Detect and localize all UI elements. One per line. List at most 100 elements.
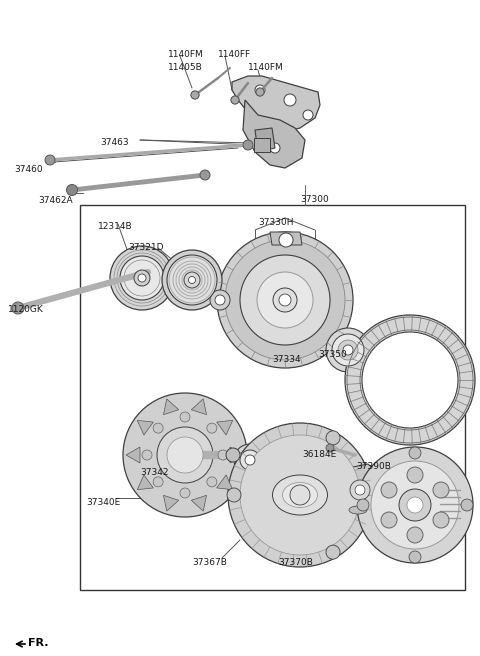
- Circle shape: [227, 488, 241, 502]
- Circle shape: [226, 448, 240, 462]
- Ellipse shape: [349, 506, 367, 514]
- Circle shape: [138, 274, 146, 282]
- Text: 37334: 37334: [272, 355, 300, 364]
- Circle shape: [345, 315, 475, 445]
- Circle shape: [157, 427, 213, 483]
- Text: 37463: 37463: [100, 138, 129, 147]
- Circle shape: [210, 290, 230, 310]
- Text: FR.: FR.: [28, 638, 48, 648]
- Circle shape: [399, 489, 431, 521]
- Ellipse shape: [283, 483, 317, 508]
- Polygon shape: [243, 100, 305, 168]
- Circle shape: [207, 477, 217, 487]
- Polygon shape: [270, 232, 302, 245]
- Circle shape: [381, 512, 397, 528]
- Polygon shape: [164, 495, 179, 511]
- Circle shape: [167, 437, 203, 473]
- Circle shape: [433, 482, 449, 498]
- Ellipse shape: [273, 475, 327, 515]
- Circle shape: [142, 450, 152, 460]
- Circle shape: [225, 240, 345, 360]
- Circle shape: [461, 499, 473, 511]
- Text: 11405B: 11405B: [168, 63, 203, 72]
- Circle shape: [189, 276, 195, 283]
- Circle shape: [371, 461, 459, 549]
- Circle shape: [332, 334, 364, 366]
- Circle shape: [270, 143, 280, 153]
- Circle shape: [45, 155, 55, 165]
- Bar: [80, 205, 465, 590]
- Text: 37342: 37342: [140, 468, 168, 477]
- Text: 37330H: 37330H: [258, 218, 293, 227]
- Circle shape: [240, 450, 260, 470]
- Circle shape: [357, 499, 369, 511]
- Circle shape: [279, 294, 291, 306]
- Circle shape: [134, 270, 150, 286]
- Circle shape: [407, 527, 423, 543]
- Polygon shape: [230, 447, 244, 463]
- Text: 1140FM: 1140FM: [168, 50, 204, 59]
- Text: 37462A: 37462A: [38, 196, 72, 205]
- Circle shape: [200, 170, 210, 180]
- Circle shape: [326, 444, 334, 452]
- Circle shape: [279, 233, 293, 247]
- Polygon shape: [164, 399, 179, 415]
- Circle shape: [245, 455, 255, 465]
- Text: 1140FF: 1140FF: [218, 50, 251, 59]
- Circle shape: [409, 551, 421, 563]
- Circle shape: [350, 480, 370, 500]
- Circle shape: [110, 246, 174, 310]
- Text: 37370B: 37370B: [278, 558, 313, 567]
- Text: 1120GK: 1120GK: [8, 305, 44, 314]
- Polygon shape: [192, 495, 206, 511]
- Circle shape: [256, 88, 264, 96]
- Bar: [254, 138, 270, 152]
- Text: 36184E: 36184E: [302, 450, 336, 459]
- Circle shape: [231, 96, 239, 104]
- Circle shape: [167, 255, 217, 305]
- Polygon shape: [216, 420, 233, 435]
- Circle shape: [326, 431, 340, 445]
- Circle shape: [207, 423, 217, 433]
- Circle shape: [12, 302, 24, 314]
- Circle shape: [231, 96, 239, 104]
- Circle shape: [290, 485, 310, 505]
- Circle shape: [218, 450, 228, 460]
- Circle shape: [343, 345, 353, 355]
- Circle shape: [243, 140, 253, 150]
- Circle shape: [407, 497, 423, 513]
- Circle shape: [303, 110, 313, 120]
- Text: 37390B: 37390B: [356, 462, 391, 471]
- Text: 37340E: 37340E: [86, 498, 120, 507]
- Circle shape: [284, 94, 296, 106]
- Polygon shape: [137, 475, 153, 489]
- Circle shape: [153, 423, 163, 433]
- Circle shape: [191, 91, 199, 99]
- Circle shape: [362, 332, 458, 428]
- Circle shape: [215, 295, 225, 305]
- Polygon shape: [338, 464, 380, 515]
- Circle shape: [338, 340, 358, 360]
- Circle shape: [255, 85, 265, 95]
- Circle shape: [326, 545, 340, 559]
- Text: 12314B: 12314B: [98, 222, 132, 231]
- Circle shape: [217, 232, 353, 368]
- Circle shape: [381, 482, 397, 498]
- Circle shape: [257, 272, 313, 328]
- Polygon shape: [192, 399, 206, 415]
- Circle shape: [256, 88, 264, 96]
- Text: 37460: 37460: [14, 165, 43, 174]
- Circle shape: [409, 447, 421, 459]
- Text: 37300: 37300: [300, 195, 329, 204]
- Circle shape: [153, 477, 163, 487]
- Circle shape: [184, 272, 200, 288]
- Text: 37367B: 37367B: [192, 558, 227, 567]
- Circle shape: [355, 485, 365, 495]
- Circle shape: [228, 423, 372, 567]
- Polygon shape: [255, 128, 275, 152]
- Circle shape: [234, 444, 266, 476]
- Polygon shape: [137, 420, 153, 435]
- Circle shape: [273, 288, 297, 312]
- Circle shape: [326, 328, 370, 372]
- Circle shape: [123, 393, 247, 517]
